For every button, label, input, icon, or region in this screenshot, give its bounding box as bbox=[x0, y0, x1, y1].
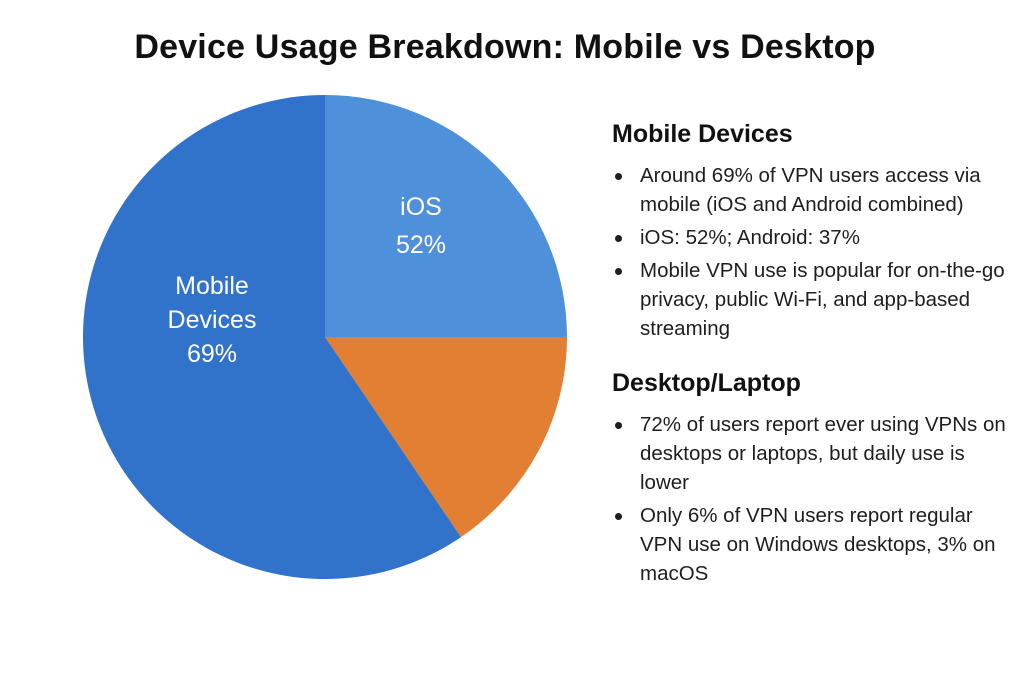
notes-panel: Mobile Devices Around 69% of VPN users a… bbox=[612, 120, 1012, 592]
pie-slice-mobile-devices bbox=[82, 94, 462, 579]
mobile-bullet: iOS: 52%; Android: 37% bbox=[612, 223, 1012, 252]
mobile-section: Mobile Devices Around 69% of VPN users a… bbox=[612, 120, 1012, 343]
desktop-bullet-list: 72% of users report ever using VPNs on d… bbox=[612, 410, 1012, 588]
pie-slice-other bbox=[325, 337, 567, 538]
mobile-bullet-list: Around 69% of VPN users access via mobil… bbox=[612, 161, 1012, 343]
pie-slice-ios bbox=[325, 95, 567, 337]
mobile-bullet: Around 69% of VPN users access via mobil… bbox=[612, 161, 1012, 219]
desktop-bullet: Only 6% of VPN users report regular VPN … bbox=[612, 501, 1012, 588]
desktop-section: Desktop/Laptop 72% of users report ever … bbox=[612, 369, 1012, 588]
mobile-bullet: Mobile VPN use is popular for on-the-go … bbox=[612, 256, 1012, 343]
mobile-heading: Mobile Devices bbox=[612, 120, 793, 148]
slice-label-mobile-devices: Mobile Devices 69% bbox=[168, 272, 257, 368]
chart-title: Device Usage Breakdown: Mobile vs Deskto… bbox=[134, 28, 876, 66]
slice-label-ios: iOS 52% bbox=[396, 193, 446, 259]
desktop-heading: Desktop/Laptop bbox=[612, 369, 801, 397]
desktop-bullet: 72% of users report ever using VPNs on d… bbox=[612, 410, 1012, 497]
